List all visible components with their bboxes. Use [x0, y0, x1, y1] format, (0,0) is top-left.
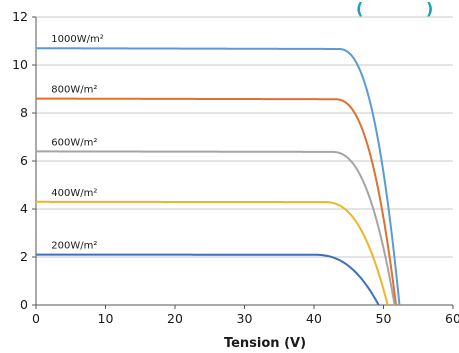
- chart-title-partial-open: (: [356, 0, 363, 18]
- series-label-4: 200W/m²: [51, 241, 97, 252]
- series-labels: 1000W/m² 800W/m² 600W/m² 400W/m² 200W/m²: [51, 34, 103, 251]
- x-tick-label: 20: [167, 311, 183, 326]
- series-line-0: [36, 47, 401, 306]
- x-axis-title: Tension (V): [224, 336, 306, 351]
- x-tick-label: 40: [306, 311, 322, 326]
- x-tick-label: 30: [237, 311, 253, 326]
- y-tick-label: 6: [20, 153, 28, 168]
- series-line-4: [36, 253, 380, 306]
- series-line-1: [36, 97, 398, 306]
- series-label-3: 400W/m²: [51, 188, 97, 199]
- x-tick-label: 10: [98, 311, 114, 326]
- x-tick-label: 60: [445, 311, 459, 326]
- y-tick-label: 10: [12, 57, 28, 72]
- y-tick-label: 4: [20, 201, 28, 216]
- x-tick-label: 0: [32, 311, 40, 326]
- y-tick-label: 0: [20, 297, 28, 312]
- series-label-0: 1000W/m²: [51, 34, 103, 45]
- x-tick-label: 50: [376, 311, 392, 326]
- y-tick-label: 2: [20, 249, 28, 264]
- y-tick-label: 8: [20, 105, 28, 120]
- chart-title-partial-close: ): [426, 0, 433, 18]
- series-label-1: 800W/m²: [51, 85, 97, 96]
- series-line-3: [36, 200, 389, 306]
- series-label-2: 600W/m²: [51, 137, 97, 148]
- axes: 0 2 4 6 8 10 12 0 10 20 30 40 50 60: [12, 9, 459, 326]
- gridlines: [36, 16, 453, 258]
- y-tick-label: 12: [12, 9, 28, 24]
- series-lines: [36, 47, 401, 306]
- series-line-2: [36, 150, 396, 306]
